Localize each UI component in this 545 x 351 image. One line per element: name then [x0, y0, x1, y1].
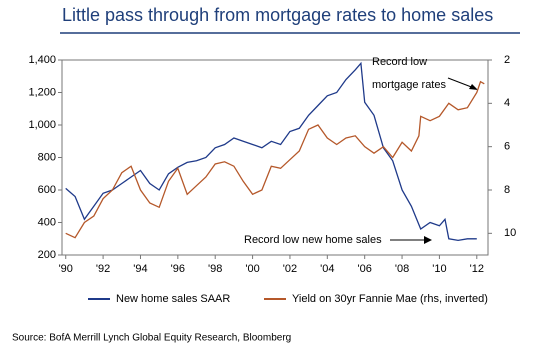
y-tick-label: 800 [38, 151, 56, 163]
x-tick-label: '00 [245, 263, 259, 275]
arrow-head [424, 236, 432, 244]
y-tick-label: 200 [38, 249, 56, 261]
y2-tick-label: 10 [504, 227, 516, 239]
legend-label: New home sales SAAR [116, 293, 230, 305]
y2-tick-label: 4 [504, 97, 510, 109]
arrow-head [469, 84, 478, 90]
x-tick-label: '90 [59, 263, 73, 275]
x-tick-label: '98 [208, 263, 222, 275]
annotation: mortgage rates [372, 79, 446, 91]
x-tick-label: '94 [133, 263, 147, 275]
y-tick-label: 400 [38, 216, 56, 228]
x-tick-label: '12 [470, 263, 484, 275]
x-tick-label: '08 [395, 263, 409, 275]
y-tick-label: 1,200 [28, 86, 56, 98]
y-tick-label: 1,000 [28, 119, 56, 131]
source: Source: BofA Merrill Lynch Global Equity… [12, 333, 291, 344]
y-tick-label: 1,400 [28, 54, 56, 66]
y2-tick-label: 8 [504, 184, 510, 196]
annotation: Record low new home sales [244, 234, 382, 246]
annotation: Record low [372, 56, 427, 68]
series-line [65, 61, 477, 242]
x-tick-label: '02 [283, 263, 297, 275]
legend-label: Yield on 30yr Fannie Mae (rhs, inverted) [292, 293, 488, 305]
x-tick-label: '06 [358, 263, 372, 275]
x-tick-label: '96 [171, 263, 185, 275]
x-tick-label: '10 [432, 263, 446, 275]
y2-tick-label: 2 [504, 54, 510, 66]
x-tick-label: '04 [320, 263, 334, 275]
y2-tick-label: 6 [504, 141, 510, 153]
chart-title: Little pass through from mortgage rates … [62, 5, 493, 25]
y-tick-label: 600 [38, 184, 56, 196]
series-line [65, 80, 485, 239]
arrow [447, 77, 475, 89]
x-tick-label: '92 [96, 263, 110, 275]
